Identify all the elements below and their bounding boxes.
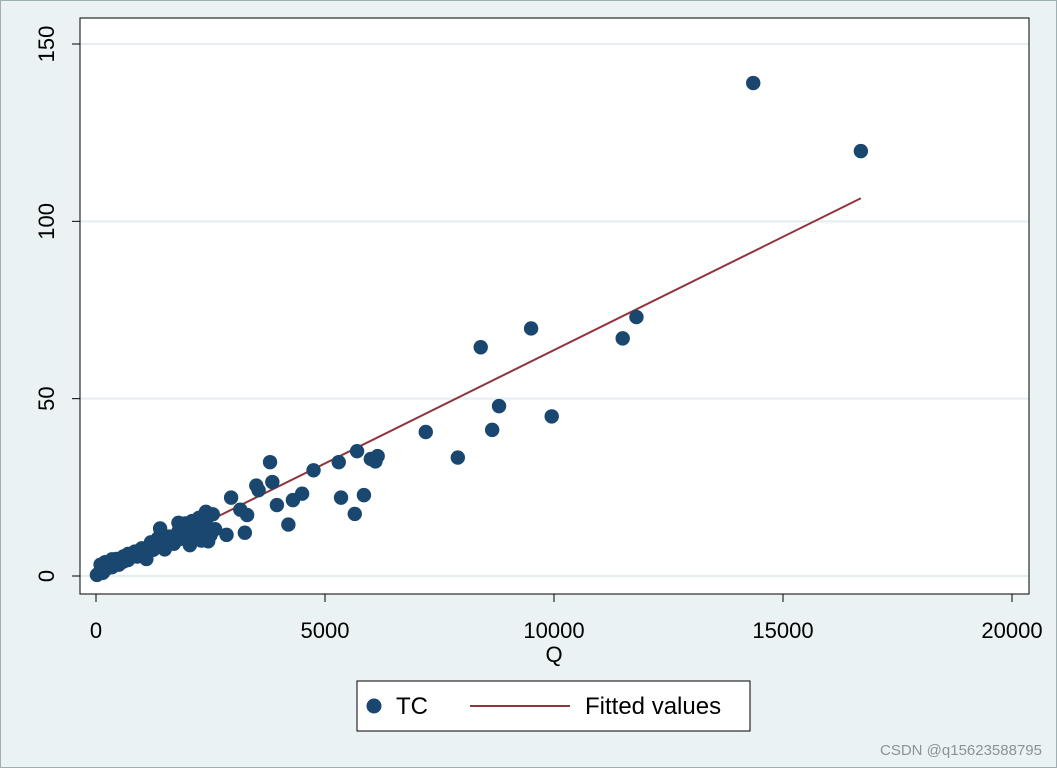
tc-point-75 (239, 507, 255, 523)
grid-lines (80, 43, 1029, 577)
tc-point-70 (207, 521, 223, 537)
x-tick-label-0: 0 (90, 618, 102, 643)
tc-point-79 (265, 474, 280, 490)
tc-point-78 (262, 454, 278, 470)
legend-fitted-label: Fitted values (585, 693, 721, 720)
tc-point-74 (237, 525, 253, 540)
fitted-values-line (95, 197, 862, 578)
watermark: CSDN @q15623588795 (880, 742, 1042, 759)
tc-point-87 (347, 506, 362, 522)
tc-point-89 (356, 487, 372, 503)
tc-point-99 (544, 409, 559, 424)
tc-point-77 (251, 482, 266, 498)
tc-point-94 (450, 450, 466, 465)
tc-series (89, 75, 869, 583)
tc-point-100 (615, 331, 630, 346)
tc-point-84 (306, 463, 321, 478)
tc-point-101 (629, 309, 644, 325)
tc-point-69 (201, 534, 216, 549)
x-tick-label-5000: 5000 (301, 618, 350, 643)
tc-point-80 (269, 497, 285, 513)
tc-point-63 (162, 529, 177, 544)
y-tick-label-100: 100 (34, 203, 59, 240)
tc-point-71 (219, 527, 234, 543)
x-tick-label-15000: 15000 (752, 618, 813, 643)
tc-point-96 (484, 422, 500, 438)
x-axis: 0 5000 10000 15000 20000 (90, 594, 1043, 643)
legend-tc-marker (366, 698, 382, 714)
tc-point-97 (491, 398, 507, 414)
tc-point-68 (198, 504, 214, 520)
tc-point-81 (281, 517, 296, 532)
x-axis-label: Q (545, 642, 562, 667)
tc-point-102 (746, 75, 761, 91)
y-axis: 0 50 100 150 (34, 26, 80, 582)
tc-point-83 (294, 486, 310, 501)
tc-point-88 (349, 443, 365, 459)
tc-point-95 (473, 340, 488, 355)
y-tick-label-0: 0 (34, 570, 59, 582)
plot-area (80, 18, 1029, 594)
legend: TC Fitted values (356, 680, 751, 732)
tc-point-58 (139, 551, 154, 567)
x-tick-label-20000: 20000 (981, 618, 1042, 643)
tc-point-103 (853, 143, 869, 159)
tc-point-93 (418, 424, 433, 440)
y-tick-label-50: 50 (34, 386, 59, 410)
tc-point-86 (333, 490, 349, 505)
tc-point-98 (523, 321, 539, 336)
tc-point-72 (223, 490, 239, 505)
x-tick-label-10000: 10000 (523, 618, 584, 643)
fitted-values-series (95, 197, 862, 578)
legend-tc-label: TC (396, 693, 428, 720)
tc-point-92 (370, 448, 385, 464)
y-tick-label-150: 150 (34, 26, 59, 63)
tc-point-85 (331, 454, 346, 470)
